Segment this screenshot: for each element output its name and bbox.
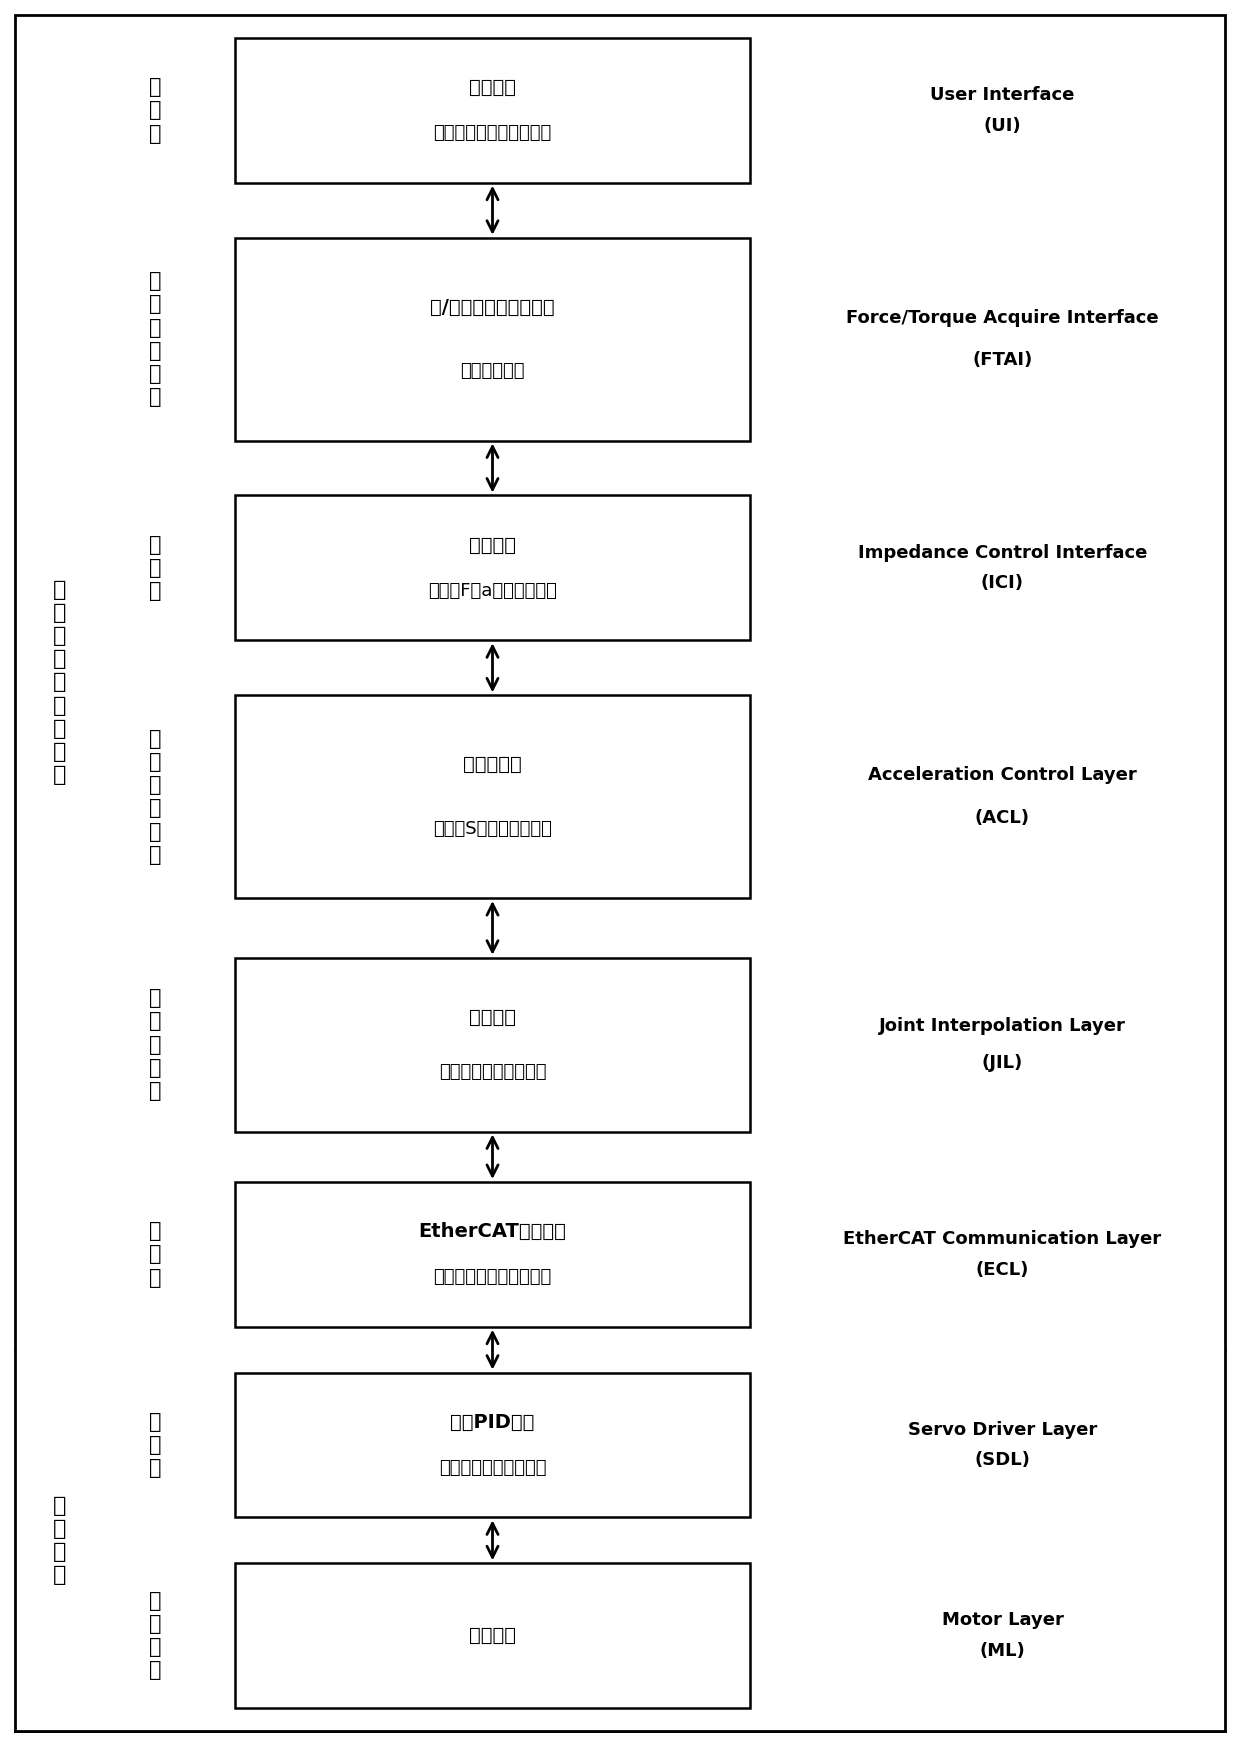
- Text: Acceleration Control Layer: Acceleration Control Layer: [868, 766, 1137, 784]
- Text: 开
放
式
机
器
人
控
制
器: 开 放 式 机 器 人 控 制 器: [53, 580, 67, 786]
- Text: (ECL): (ECL): [976, 1261, 1029, 1278]
- Text: (JIL): (JIL): [982, 1055, 1023, 1072]
- Text: （机器人柔性参数设置）: （机器人柔性参数设置）: [433, 124, 552, 141]
- Text: 阻抗模型: 阻抗模型: [469, 536, 516, 555]
- Text: 用户接口: 用户接口: [469, 79, 516, 98]
- Text: Force/Torque Acquire Interface: Force/Torque Acquire Interface: [846, 309, 1159, 327]
- Text: 力
信
号
采
集
层: 力 信 号 采 集 层: [149, 271, 161, 407]
- Text: 关
节
插
补
层: 关 节 插 补 层: [149, 988, 161, 1102]
- Text: Motor Layer: Motor Layer: [941, 1612, 1064, 1629]
- Text: User Interface: User Interface: [930, 86, 1075, 105]
- Text: (SDL): (SDL): [975, 1451, 1030, 1468]
- Text: 加
速
度
控
制
层: 加 速 度 控 制 层: [149, 728, 161, 864]
- Text: （建立F与a的变换关系）: （建立F与a的变换关系）: [428, 581, 557, 601]
- Bar: [236, 1182, 750, 1327]
- Text: (ACL): (ACL): [975, 808, 1030, 828]
- Bar: [236, 237, 750, 440]
- Text: Servo Driver Layer: Servo Driver Layer: [908, 1421, 1097, 1439]
- Text: 伺服PID闭环: 伺服PID闭环: [450, 1413, 534, 1432]
- Text: 阻
抗
层: 阻 抗 层: [149, 534, 161, 601]
- Text: （等时插补同步控制）: （等时插补同步控制）: [439, 1063, 547, 1081]
- Text: (UI): (UI): [983, 117, 1022, 134]
- Bar: [236, 1372, 750, 1517]
- Text: (FTAI): (FTAI): [972, 351, 1033, 370]
- Text: （位置、速度和电流）: （位置、速度和电流）: [439, 1460, 547, 1477]
- Text: 通
讯
层: 通 讯 层: [149, 1220, 161, 1287]
- Text: 伺
服
层: 伺 服 层: [149, 1413, 161, 1479]
- Text: 力/力矩信号采集和处理: 力/力矩信号采集和处理: [430, 297, 554, 316]
- Text: （变形S型加速度曲线）: （变形S型加速度曲线）: [433, 821, 552, 838]
- Text: 伺
服
电
机: 伺 服 电 机: [149, 1591, 161, 1680]
- Text: Joint Interpolation Layer: Joint Interpolation Layer: [879, 1018, 1126, 1035]
- Bar: [236, 38, 750, 183]
- Bar: [236, 695, 750, 897]
- Text: Impedance Control Interface: Impedance Control Interface: [858, 543, 1147, 562]
- Text: （关节角度转为脉冲量）: （关节角度转为脉冲量）: [433, 1268, 552, 1287]
- Text: 伺
服
系
统: 伺 服 系 统: [53, 1496, 67, 1585]
- Text: EtherCAT Communication Layer: EtherCAT Communication Layer: [843, 1231, 1162, 1248]
- Text: （重力补偿）: （重力补偿）: [460, 361, 525, 381]
- Text: 加速度控制: 加速度控制: [463, 756, 522, 773]
- Text: 关节插补: 关节插补: [469, 1007, 516, 1027]
- Text: 用
户
层: 用 户 层: [149, 77, 161, 143]
- Bar: [236, 957, 750, 1131]
- Text: 伺服电机: 伺服电机: [469, 1626, 516, 1645]
- Text: (ICI): (ICI): [981, 574, 1024, 592]
- Text: EtherCAT总线通讯: EtherCAT总线通讯: [419, 1222, 567, 1241]
- Bar: [236, 496, 750, 641]
- Text: (ML): (ML): [980, 1641, 1025, 1660]
- Bar: [236, 1563, 750, 1708]
